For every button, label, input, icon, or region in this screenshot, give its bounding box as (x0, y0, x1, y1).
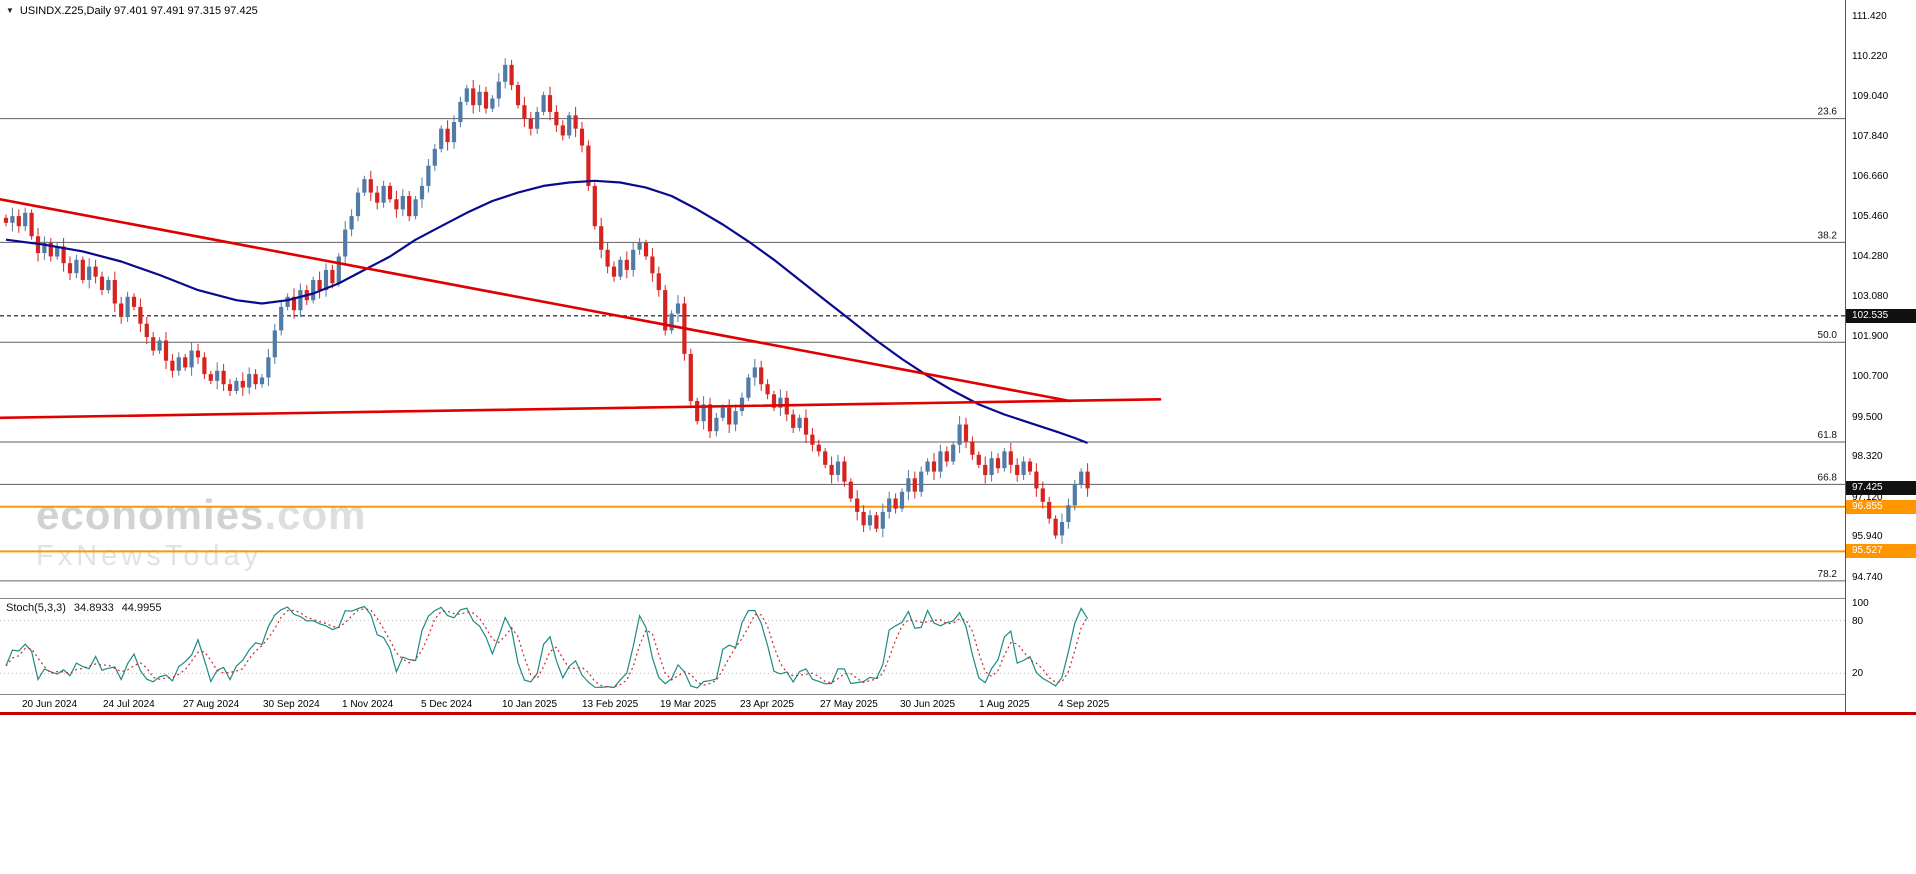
price-tick-label: 111.420 (1852, 11, 1887, 22)
time-axis-label: 19 Mar 2025 (660, 699, 717, 710)
candles-layer (3, 58, 1090, 544)
main-chart-panel[interactable]: economies.com FxNewsToday 23.6 38.2 50.0 61… (0, 0, 1845, 598)
time-axis-label: 27 May 2025 (820, 699, 878, 710)
time-axis[interactable]: 20 Jun 2024 24 Jul 2024 27 Aug 2024 30 Sep … (0, 694, 1845, 712)
main-chart-canvas[interactable]: 23.6 38.2 50.0 61.8 66.8 78.2 (0, 0, 1845, 598)
fib-label-23.6: 23.6 (1818, 107, 1838, 118)
price-tick-label: 104.280 (1852, 251, 1889, 262)
moving-average-line (5, 179, 1089, 445)
price-badge: 96.855 (1846, 500, 1916, 514)
symbol-ohlc-text: USINDX.Z25,Daily 97.401 97.491 97.315 97… (19, 5, 258, 17)
stoch-name: Stoch(5,3,3) (6, 602, 66, 614)
price-badge: 102.535 (1846, 309, 1916, 323)
time-axis-label: 1 Aug 2025 (979, 699, 1030, 710)
price-tick-label: 101.900 (1852, 331, 1889, 342)
watermark: economies.com FxNewsToday (36, 491, 367, 573)
stoch-d-value: 44.9955 (121, 602, 162, 614)
stoch-scale-label: 100 (1852, 598, 1869, 609)
stoch-indicator-label: Stoch(5,3,3) 34.8933 44.9955 (6, 602, 161, 614)
time-axis-label: 24 Jul 2024 (103, 699, 155, 710)
symbol-info: ▼ USINDX.Z25,Daily 97.401 97.491 97.315 … (6, 5, 258, 17)
stoch-scale-label: 80 (1852, 616, 1864, 627)
price-tick-label: 103.080 (1852, 291, 1889, 302)
price-tick-label: 110.220 (1852, 51, 1888, 62)
price-tick-label: 97.120 (1852, 492, 1883, 503)
stoch-k-value: 34.8933 (73, 602, 114, 614)
price-tick-label: 98.320 (1852, 451, 1883, 462)
price-tick-label: 94.740 (1852, 572, 1883, 583)
time-axis-label: 5 Dec 2024 (421, 699, 473, 710)
fib-label-78.2: 78.2 (1818, 569, 1838, 580)
price-tick-label: 106.660 (1852, 171, 1889, 182)
watermark-subbrand: FxNewsToday (36, 540, 263, 573)
price-axis[interactable]: 111.420 110.220 109.040 107.840 106.660 105.4… (1845, 0, 1916, 712)
fib-label-50.0: 50.0 (1818, 330, 1838, 341)
trendline-descending[interactable] (0, 198, 1072, 403)
stoch-canvas[interactable] (0, 599, 1845, 695)
watermark-brand-line: economies.com (36, 491, 367, 538)
fib-label-61.8: 61.8 (1818, 430, 1838, 441)
stoch-d-line (5, 608, 1089, 688)
stoch-k-line (5, 605, 1089, 689)
price-tick-label: 95.940 (1852, 531, 1883, 542)
watermark-brand: economies (36, 491, 265, 538)
time-axis-label: 30 Sep 2024 (263, 699, 320, 710)
trendline-ascending[interactable] (0, 397, 1162, 420)
bottom-red-border (0, 712, 1916, 715)
price-tick-label: 100.700 (1852, 371, 1889, 382)
watermark-tld: .com (264, 491, 367, 538)
current-price-badge: 97.425 (1846, 481, 1916, 495)
stoch-scale-label: 20 (1852, 668, 1864, 679)
price-tick-label: 105.460 (1852, 211, 1889, 222)
time-axis-label: 30 Jun 2025 (900, 699, 956, 710)
time-axis-label: 4 Sep 2025 (1058, 699, 1110, 710)
price-tick-label: 107.840 (1852, 131, 1889, 142)
time-axis-label: 27 Aug 2024 (183, 699, 240, 710)
time-axis-label: 13 Feb 2025 (582, 699, 639, 710)
fib-label-38.2: 38.2 (1818, 230, 1838, 241)
time-axis-label: 10 Jan 2025 (502, 699, 558, 710)
time-axis-label: 1 Nov 2024 (342, 699, 394, 710)
time-axis-label: 23 Apr 2025 (740, 699, 794, 710)
price-tick-label: 99.500 (1852, 412, 1883, 423)
collapse-triangle-icon[interactable]: ▼ (6, 6, 14, 15)
time-axis-label: 20 Jun 2024 (22, 699, 78, 710)
price-badge: 95.527 (1846, 544, 1916, 558)
stoch-indicator-panel[interactable]: Stoch(5,3,3) 34.8933 44.9955 (0, 598, 1845, 694)
price-tick-label: 109.040 (1852, 91, 1889, 102)
fib-label-66.8: 66.8 (1818, 472, 1838, 483)
